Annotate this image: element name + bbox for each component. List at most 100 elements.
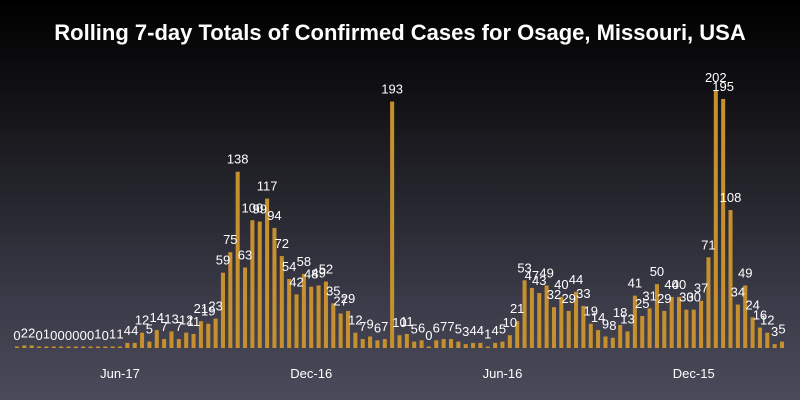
value-label-27: 23 (208, 299, 222, 314)
bar-77 (581, 305, 586, 348)
value-label-11: 1 (94, 327, 101, 342)
value-label-44: 27 (333, 294, 347, 309)
bar-81 (610, 337, 615, 348)
bar-24 (191, 333, 196, 348)
value-label-88: 29 (657, 291, 671, 306)
value-label-63: 4 (477, 323, 484, 338)
value-label-16: 4 (131, 323, 138, 338)
bar-27 (213, 318, 218, 348)
bar-102 (765, 332, 770, 348)
value-label-45: 29 (341, 291, 355, 306)
bar-9 (81, 346, 86, 348)
bar-20 (162, 339, 167, 348)
value-label-13: 1 (109, 327, 116, 342)
chart-title: Rolling 7-day Totals of Confirmed Cases … (54, 20, 746, 45)
bar-44 (338, 313, 343, 348)
value-label-43: 35 (326, 283, 340, 298)
value-label-91: 30 (679, 290, 693, 305)
bar-50 (382, 339, 387, 348)
bar-10 (88, 346, 93, 348)
x-tick-label-3: Dec-15 (673, 366, 715, 381)
value-label-3: 0 (35, 328, 42, 343)
value-label-24: 11 (187, 314, 201, 329)
bar-65 (493, 342, 498, 348)
bar-61 (463, 344, 468, 348)
bar-89 (669, 296, 674, 348)
bar-66 (500, 341, 505, 348)
value-label-58: 7 (440, 319, 447, 334)
bar-103 (772, 344, 777, 348)
bar-29 (228, 252, 233, 348)
value-label-61: 3 (462, 324, 469, 339)
bar-93 (699, 300, 704, 348)
x-tick-label-2: Jun-16 (483, 366, 523, 381)
value-label-72: 49 (539, 265, 553, 280)
bar-68 (515, 321, 520, 348)
value-label-20: 7 (161, 319, 168, 334)
value-label-17: 12 (135, 313, 149, 328)
value-label-67: 10 (503, 315, 517, 330)
bar-12 (103, 346, 108, 348)
value-labels-group: 0 2 2 0 1 0 0 0 0 0 0 1 0 1 1 4 412514713712112119235975… (13, 70, 785, 343)
x-tick-label-0: Jun-17 (100, 366, 140, 381)
value-label-70: 47 (525, 268, 539, 283)
bar-73 (551, 307, 556, 348)
value-label-69: 53 (517, 260, 531, 275)
value-label-37: 54 (282, 259, 296, 274)
value-label-30: 138 (227, 152, 249, 167)
value-label-41: 49 (311, 265, 325, 280)
value-label-21: 13 (164, 311, 178, 326)
bar-38 (294, 294, 299, 348)
bar-40 (309, 286, 314, 348)
x-tick-label-1: Dec-16 (290, 366, 332, 381)
value-label-54: 5 (411, 322, 418, 337)
value-label-22: 7 (175, 319, 182, 334)
value-label-9: 0 (80, 328, 87, 343)
value-label-1: 2 (21, 325, 28, 340)
bar-21 (169, 331, 174, 348)
bar-92 (691, 309, 696, 348)
bar-11 (95, 346, 100, 348)
bar-25 (198, 321, 203, 348)
bar-95 (713, 90, 718, 348)
value-label-87: 50 (650, 264, 664, 279)
value-label-53: 11 (400, 314, 414, 329)
bar-79 (596, 330, 601, 348)
value-label-14: 1 (116, 327, 123, 342)
value-label-28: 59 (216, 253, 230, 268)
value-label-51: 193 (381, 82, 403, 97)
bar-99 (743, 285, 748, 348)
value-label-73: 32 (547, 287, 561, 302)
value-label-55: 6 (418, 320, 425, 335)
value-label-52: 10 (392, 315, 406, 330)
bar-84 (632, 295, 637, 348)
bar-75 (566, 310, 571, 348)
bar-51 (390, 101, 395, 348)
bar-5 (51, 346, 56, 348)
value-label-68: 21 (510, 301, 524, 316)
bar-52 (397, 335, 402, 348)
value-label-99: 49 (738, 265, 752, 280)
bar-37 (287, 279, 292, 348)
bar-74 (559, 296, 564, 348)
bar-18 (147, 341, 152, 348)
bar-62 (471, 342, 476, 348)
bar-53 (404, 333, 409, 348)
value-label-64: 1 (484, 327, 491, 342)
value-label-90: 40 (672, 277, 686, 292)
value-label-101: 16 (753, 308, 767, 323)
bar-4 (44, 346, 49, 348)
bar-43 (331, 303, 336, 348)
value-label-59: 7 (447, 319, 454, 334)
bar-42 (323, 281, 328, 348)
value-label-100: 24 (745, 297, 759, 312)
value-label-38: 42 (289, 274, 303, 289)
bar-78 (588, 323, 593, 348)
bar-98 (735, 304, 740, 348)
value-label-84: 41 (628, 276, 642, 291)
bar-33 (257, 221, 262, 348)
bar-69 (522, 280, 527, 348)
value-label-85: 25 (635, 296, 649, 311)
bar-47 (360, 339, 365, 348)
